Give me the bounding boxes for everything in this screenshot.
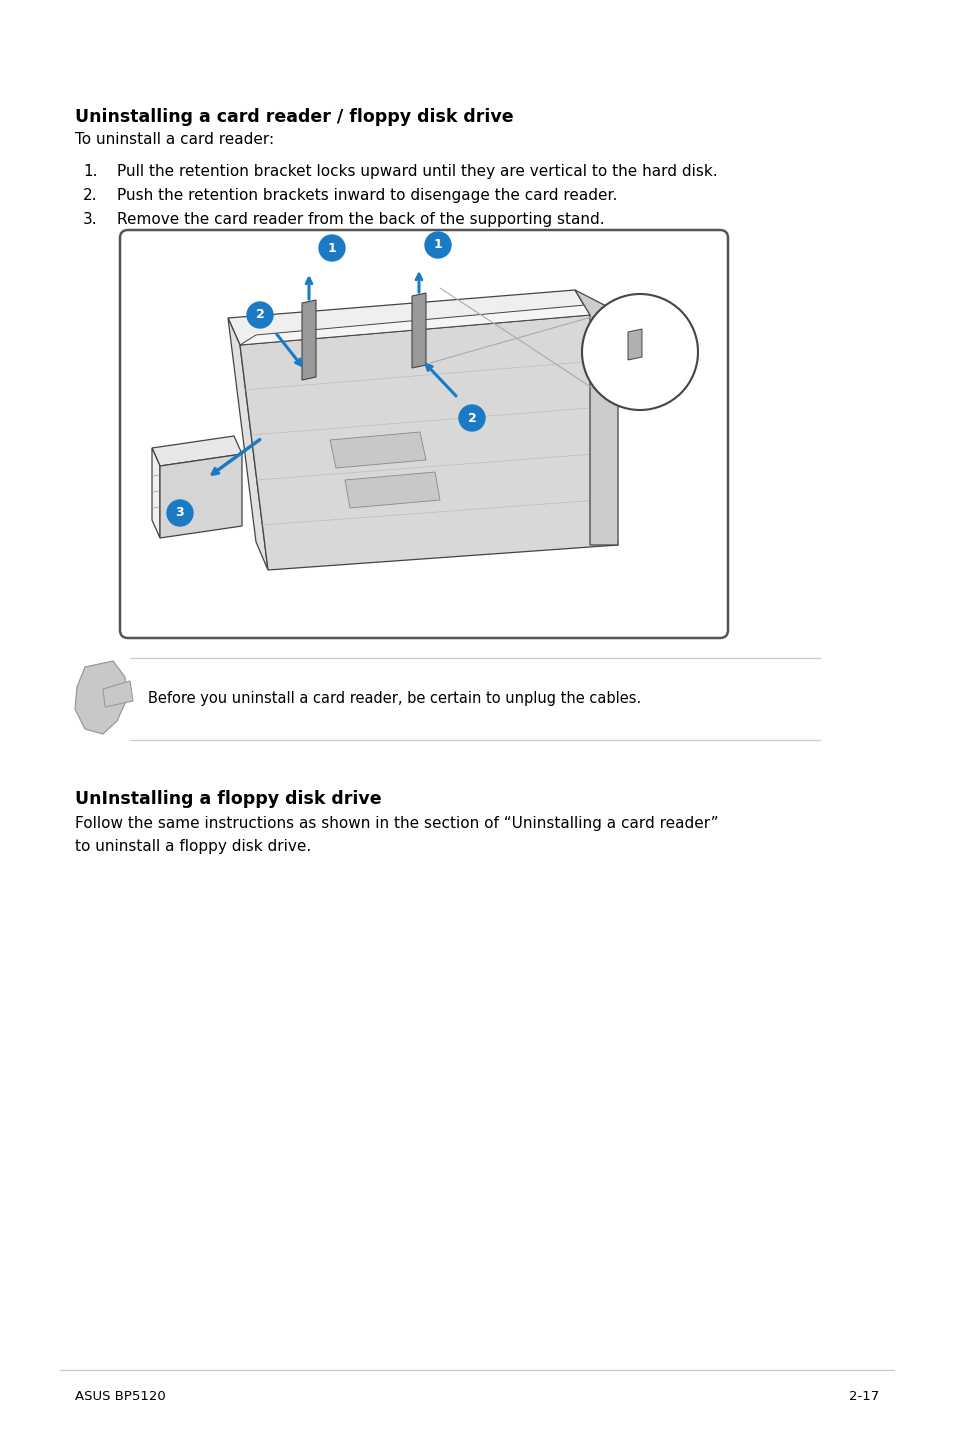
Text: To uninstall a card reader:: To uninstall a card reader: [75, 132, 274, 147]
Circle shape [247, 302, 273, 328]
Text: UnInstalling a floppy disk drive: UnInstalling a floppy disk drive [75, 789, 381, 808]
Text: ASUS BP5120: ASUS BP5120 [75, 1391, 166, 1403]
Text: 2: 2 [255, 309, 264, 322]
Circle shape [167, 500, 193, 526]
Polygon shape [575, 290, 618, 545]
Polygon shape [103, 682, 132, 707]
Circle shape [458, 406, 484, 431]
Circle shape [424, 232, 451, 257]
Polygon shape [75, 661, 127, 733]
Text: 1: 1 [434, 239, 442, 252]
Polygon shape [240, 305, 589, 345]
Polygon shape [152, 436, 242, 466]
Text: Pull the retention bracket locks upward until they are vertical to the hard disk: Pull the retention bracket locks upward … [117, 164, 717, 178]
Polygon shape [302, 301, 315, 380]
Text: 1.: 1. [83, 164, 97, 178]
FancyBboxPatch shape [120, 230, 727, 638]
Circle shape [318, 234, 345, 262]
Text: to uninstall a floppy disk drive.: to uninstall a floppy disk drive. [75, 838, 311, 854]
Polygon shape [228, 318, 268, 569]
Polygon shape [240, 315, 618, 569]
Polygon shape [412, 293, 426, 368]
Polygon shape [228, 290, 589, 345]
Text: Remove the card reader from the back of the supporting stand.: Remove the card reader from the back of … [117, 211, 604, 227]
Text: 2-17: 2-17 [848, 1391, 878, 1403]
Text: 1: 1 [327, 242, 336, 255]
Text: 2.: 2. [83, 188, 97, 203]
Text: 3.: 3. [83, 211, 97, 227]
Text: 2: 2 [467, 411, 476, 424]
Text: Before you uninstall a card reader, be certain to unplug the cables.: Before you uninstall a card reader, be c… [148, 692, 640, 706]
Text: Follow the same instructions as shown in the section of “Uninstalling a card rea: Follow the same instructions as shown in… [75, 815, 718, 831]
Polygon shape [152, 449, 160, 538]
Polygon shape [330, 431, 426, 467]
Text: Push the retention brackets inward to disengage the card reader.: Push the retention brackets inward to di… [117, 188, 617, 203]
Polygon shape [627, 329, 641, 360]
Polygon shape [345, 472, 439, 508]
Text: Uninstalling a card reader / floppy disk drive: Uninstalling a card reader / floppy disk… [75, 108, 513, 127]
Polygon shape [160, 454, 242, 538]
Circle shape [581, 293, 698, 410]
Text: 3: 3 [175, 506, 184, 519]
